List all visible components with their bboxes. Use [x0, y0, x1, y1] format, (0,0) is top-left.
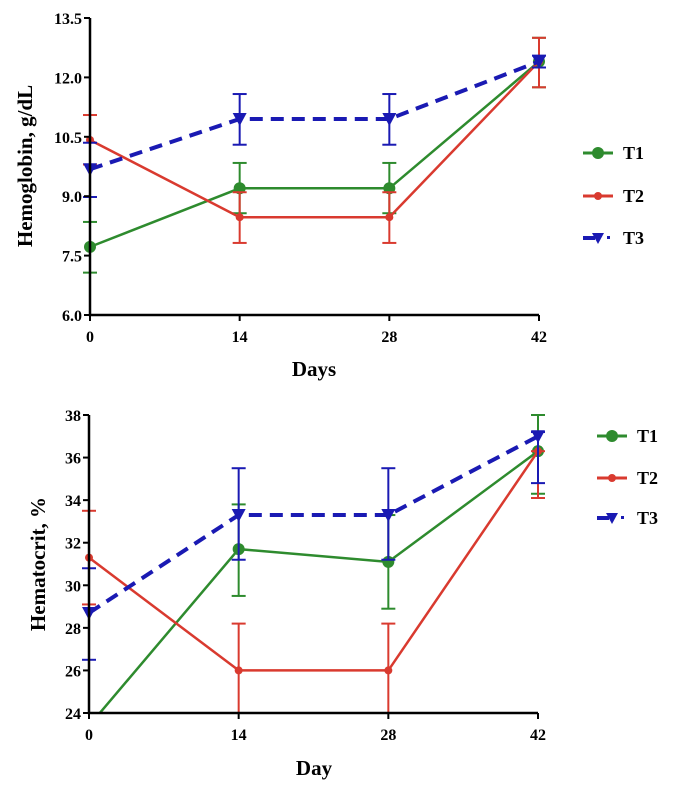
hemoglobin-y-tick-label: 10.5	[54, 130, 82, 147]
hemoglobin-x-axis-title: Days	[292, 357, 336, 381]
hematocrit-chart: 24 26 28 30 32 34 36 38 0 14 28 42 Day Hematocrit, …	[26, 408, 658, 780]
hematocrit-y-tick-label: 32	[65, 536, 81, 553]
hematocrit-series-t2-line	[88, 450, 540, 672]
hematocrit-y-tick-label: 24	[65, 706, 81, 723]
hematocrit-series-t3-point	[231, 509, 246, 523]
legend-swatch-dash	[607, 236, 610, 239]
hematocrit-x-axis-title: Day	[296, 756, 333, 780]
hematocrit-legend-item-t1: T1	[597, 426, 658, 446]
hemoglobin-x-tick-label: 28	[381, 329, 397, 346]
hematocrit-y-tick-label: 34	[65, 493, 81, 510]
hematocrit-x-tick-label: 0	[85, 727, 93, 744]
hematocrit-axes: 24 26 28 30 32 34 36 38 0 14 28 42	[65, 408, 546, 744]
hematocrit-series-t1-line	[98, 450, 539, 713]
hemoglobin-series-group	[83, 36, 546, 274]
hematocrit-plot-area	[82, 414, 545, 713]
hematocrit-series-t2-point	[234, 666, 243, 675]
hematocrit-series-t2	[82, 447, 545, 713]
hematocrit-x-tick-label: 14	[231, 727, 247, 744]
hemoglobin-x-tick-label: 0	[86, 329, 94, 346]
hemoglobin-y-tick-label: 6.0	[62, 308, 82, 325]
hemoglobin-series-t3-point	[382, 112, 397, 126]
hematocrit-series-t2-point	[384, 666, 393, 675]
hematocrit-legend-item-t3: T3	[597, 508, 658, 528]
hemoglobin-series-t3-point	[532, 55, 546, 69]
hemoglobin-series-t3-point	[232, 112, 247, 126]
hematocrit-legend-item-t2: T2	[597, 468, 658, 488]
legend-label: T2	[637, 468, 658, 488]
hematocrit-y-tick-label: 26	[65, 663, 81, 680]
hemoglobin-y-tick-label: 12.0	[54, 70, 82, 87]
hematocrit-y-tick-label: 28	[65, 621, 81, 638]
legend-marker	[606, 430, 618, 442]
hematocrit-axis-lines	[87, 415, 538, 715]
hemoglobin-x-tick-label: 42	[531, 329, 547, 346]
hemoglobin-axes: 6.0 7.5 9.0 10.5 12.0 13.5 0 14 28 42	[54, 11, 547, 346]
hemoglobin-chart: 6.0 7.5 9.0 10.5 12.0 13.5 0 14 28 42 Days Hemogl…	[13, 11, 644, 381]
hematocrit-y-tick-label: 36	[65, 451, 81, 468]
hematocrit-series-t3-point	[531, 430, 545, 444]
hemoglobin-series-t2-point	[235, 213, 244, 222]
hemoglobin-series-t2-line	[89, 60, 540, 219]
legend-marker	[592, 233, 604, 244]
hematocrit-x-tick-label: 28	[380, 727, 396, 744]
hematocrit-x-tick-label: 42	[530, 727, 546, 744]
hematocrit-y-tick-label: 38	[65, 408, 81, 425]
hemoglobin-series-t1	[83, 36, 546, 274]
legend-marker	[594, 192, 602, 200]
legend-label: T3	[623, 228, 644, 248]
legend-label: T1	[637, 426, 658, 446]
hemoglobin-series-t2-point	[385, 213, 394, 222]
hemoglobin-legend: T1 T2 T3	[583, 143, 644, 248]
legend-label: T1	[623, 143, 644, 163]
legend-marker	[606, 513, 618, 524]
hemoglobin-legend-item-t3: T3	[583, 228, 644, 248]
hematocrit-legend: T1 T2 T3	[597, 426, 658, 528]
hemoglobin-y-tick-label: 7.5	[62, 249, 82, 266]
hemoglobin-y-tick-label: 13.5	[54, 11, 82, 28]
legend-label: T2	[623, 186, 644, 206]
hematocrit-series-t3-line	[87, 434, 539, 615]
hemoglobin-legend-item-t1: T1	[583, 143, 644, 163]
legend-marker	[608, 474, 616, 482]
legend-label: T3	[637, 508, 658, 528]
hematocrit-series-t3-point	[381, 509, 396, 523]
hematocrit-series-t3	[82, 430, 545, 661]
legend-marker	[592, 147, 604, 159]
hemoglobin-x-tick-label: 14	[232, 329, 248, 346]
hemoglobin-series-t2	[83, 36, 546, 244]
hematocrit-series-group	[82, 414, 545, 713]
hemoglobin-axis-lines	[88, 18, 539, 317]
hemoglobin-series-t1-line	[89, 60, 540, 249]
legend-swatch-dash	[621, 516, 624, 519]
hematocrit-y-axis-title: Hematocrit, %	[26, 497, 50, 631]
hemoglobin-plot-area	[83, 36, 546, 274]
hemoglobin-legend-item-t2: T2	[583, 186, 644, 206]
hemoglobin-y-tick-label: 9.0	[62, 189, 82, 206]
hemoglobin-series-t3-line	[89, 59, 540, 172]
hemoglobin-y-axis-title: Hemoglobin, g/dL	[13, 85, 37, 247]
hematocrit-y-tick-label: 30	[65, 578, 81, 595]
